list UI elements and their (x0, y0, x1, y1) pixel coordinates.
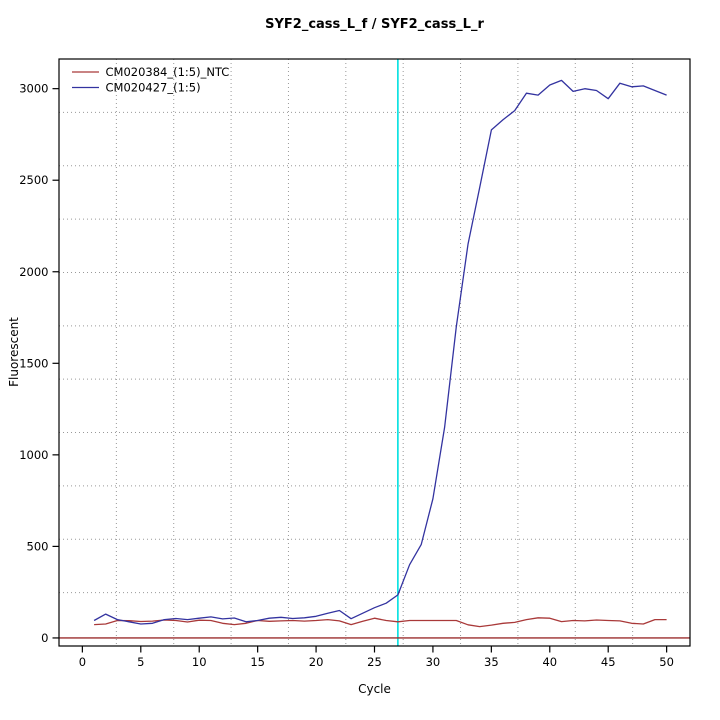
series-curve-1 (93, 79, 667, 625)
x-axis-tick-label: 15 (250, 655, 265, 669)
series-curve-0 (94, 617, 667, 628)
x-axis-title: Cycle (358, 682, 391, 696)
legend-entry-label: CM020427_(1:5) (106, 81, 201, 95)
y-axis-tick-label: 1000 (19, 448, 48, 462)
x-axis-tick-label: 35 (484, 655, 499, 669)
y-axis-tick-label: 2500 (19, 173, 48, 187)
x-axis-tick-label: 0 (79, 655, 86, 669)
x-axis-tick-label: 40 (542, 655, 557, 669)
x-axis-tick-label: 10 (192, 655, 207, 669)
legend-entry-label: CM020384_(1:5)_NTC (106, 65, 230, 79)
plot-border-box (58, 58, 691, 647)
y-axis-tick-label: 3000 (19, 82, 48, 96)
x-axis-tick-label: 30 (426, 655, 441, 669)
y-axis-title: Fluorescent (7, 317, 21, 387)
y-axis-tick-label: 500 (27, 539, 49, 553)
y-axis-tick-label: 1500 (19, 356, 48, 370)
y-axis-tick-label: 2000 (19, 265, 48, 279)
y-axis-tick-label: 0 (41, 631, 48, 645)
x-axis-tick-label: 45 (601, 655, 616, 669)
x-axis-tick-label: 20 (309, 655, 324, 669)
x-axis-tick-label: 5 (137, 655, 144, 669)
chart-title: SYF2_cass_L_f / SYF2_cass_L_r (265, 17, 484, 32)
x-axis-tick-label: 50 (659, 655, 674, 669)
x-axis-tick-label: 25 (367, 655, 382, 669)
